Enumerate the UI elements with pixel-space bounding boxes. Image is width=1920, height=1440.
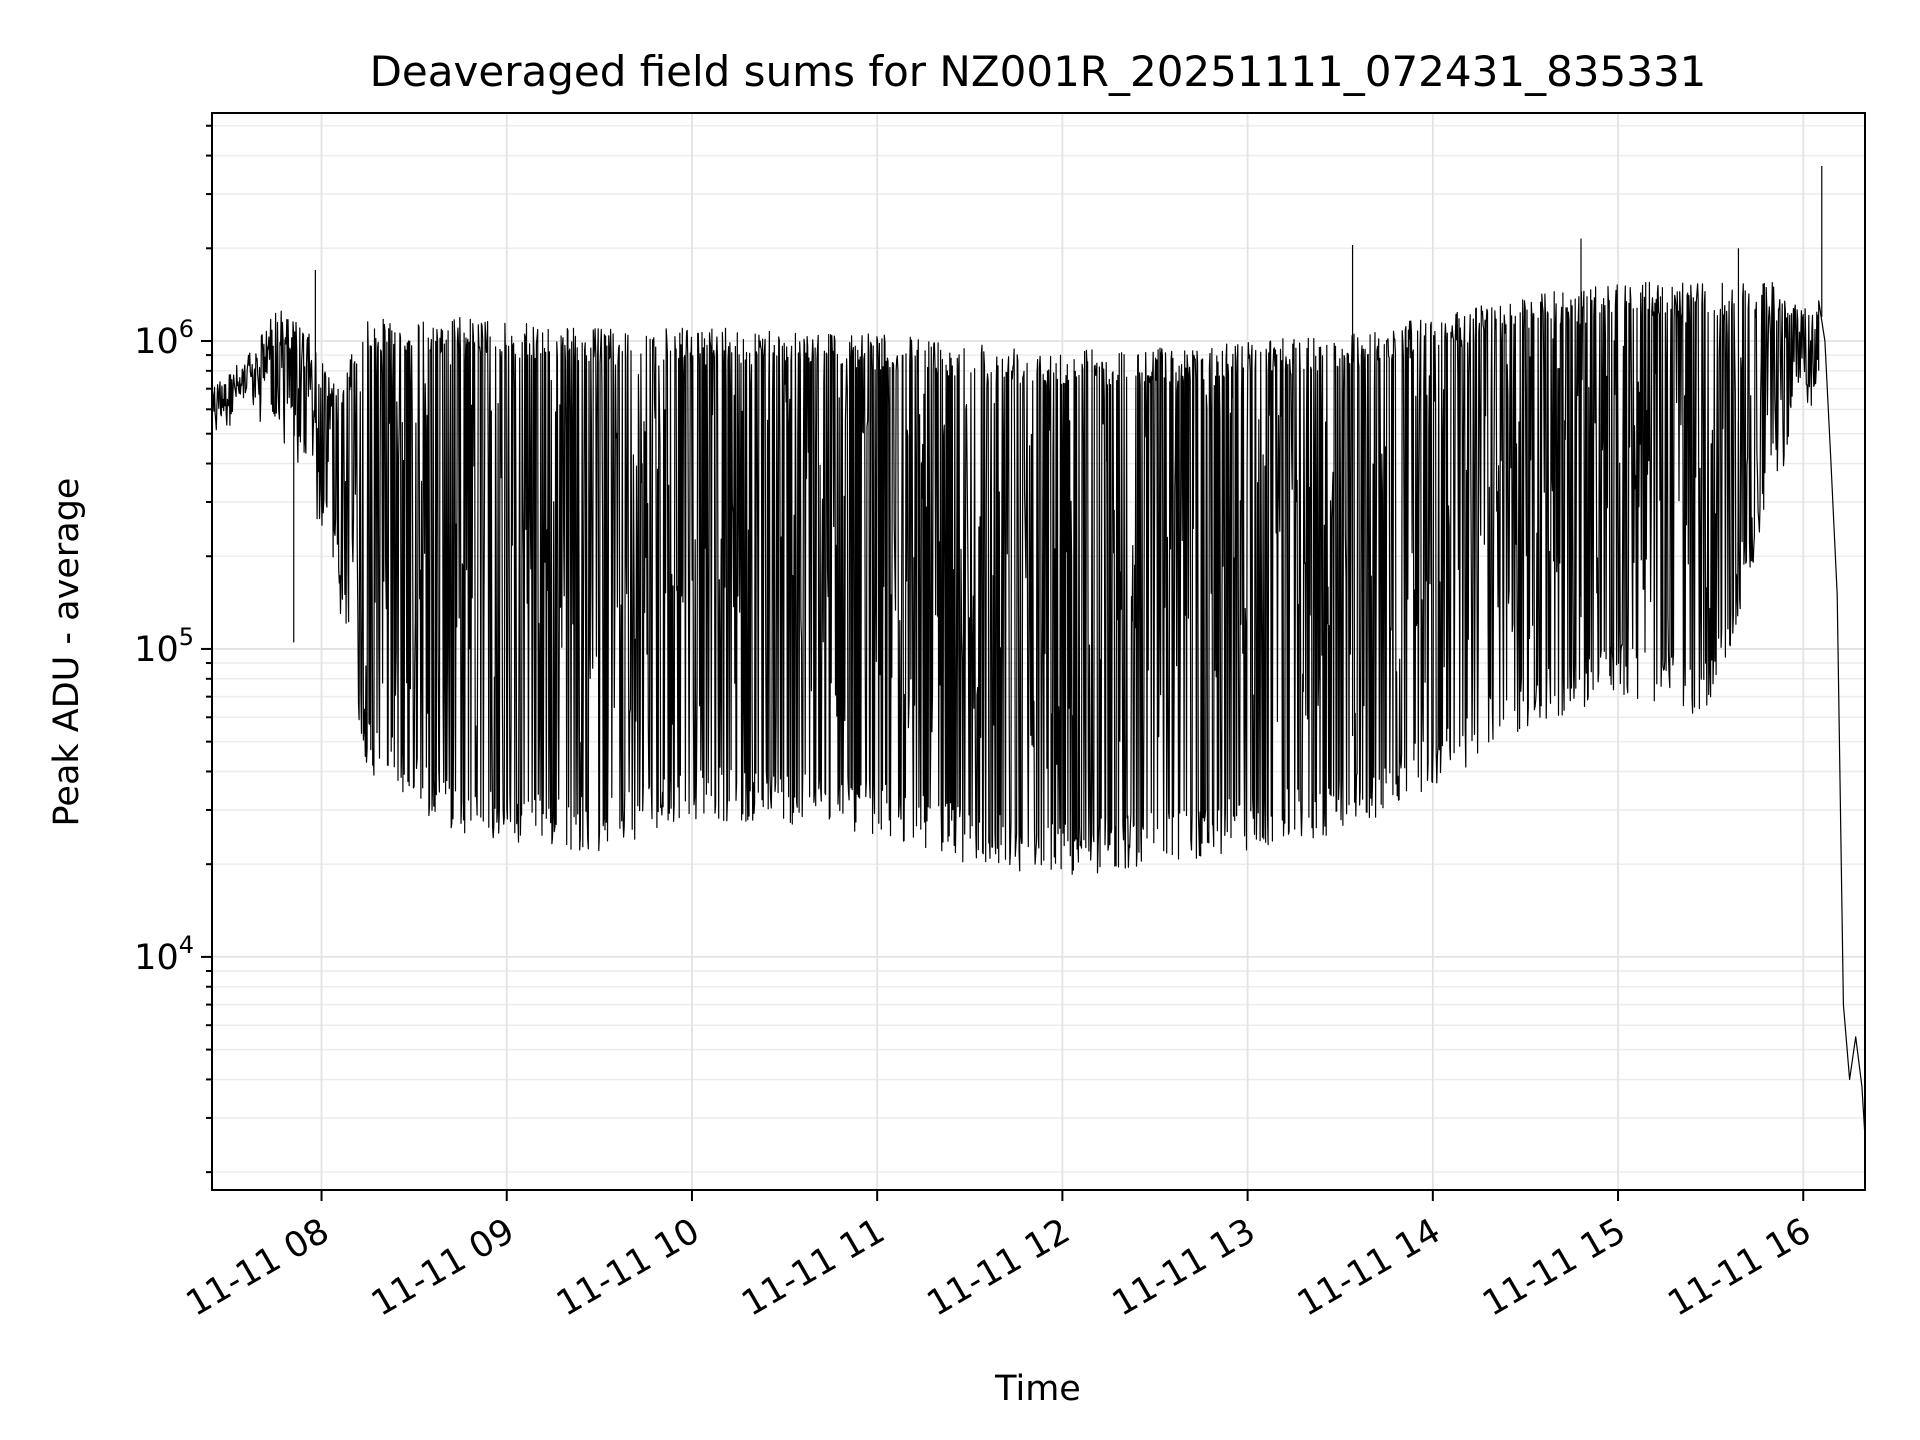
y-axis: 104 105 106 [134,124,212,1174]
y-tick-label: 105 [134,623,194,670]
y-axis-label: Peak ADU - average [47,478,87,827]
chart-title: Deaveraged field sums for NZ001R_2025111… [370,47,1707,96]
x-axis-label: Time [994,1369,1081,1409]
x-tick-label: 11-11 12 [921,1211,1077,1324]
y-tick-label: 106 [134,315,194,362]
x-axis: 11-11 08 11-11 09 11-11 10 11-11 11 11-11 12… [180,1190,1818,1324]
series-line [211,281,1866,1138]
plot-frame [211,112,1866,1191]
x-tick-label: 11-11 13 [1106,1211,1262,1324]
x-tick-label: 11-11 11 [735,1211,891,1324]
x-tick-label: 11-11 16 [1661,1211,1817,1324]
x-tick-label: 11-11 10 [550,1211,706,1324]
x-tick-label: 11-11 15 [1476,1211,1632,1324]
y-tick-label: 104 [134,931,194,978]
x-tick-label: 11-11 08 [180,1211,336,1324]
x-tick-label: 11-11 09 [365,1211,521,1324]
x-tick-label: 11-11 14 [1291,1211,1447,1324]
